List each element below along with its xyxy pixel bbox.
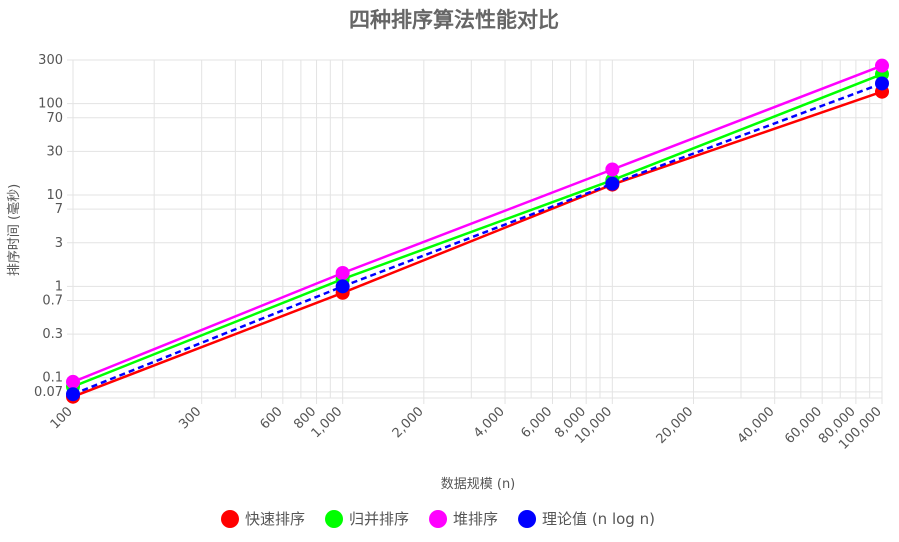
legend-label: 快速排序	[245, 510, 305, 528]
legend-item[interactable]: 堆排序	[429, 510, 498, 528]
legend-marker	[221, 510, 239, 528]
x-tick-label: 300	[176, 404, 204, 432]
x-tick-label: 2,000	[390, 404, 427, 441]
y-tick-label: 3	[55, 236, 63, 251]
series-归并排序	[66, 67, 889, 394]
y-tick-label: 1	[55, 279, 63, 294]
data-point	[335, 279, 350, 294]
x-tick-label: 40,000	[735, 404, 778, 447]
y-tick-label: 0.1	[42, 371, 63, 386]
series-快速排序	[66, 84, 889, 404]
series-line	[72, 64, 883, 384]
chart-title: 四种排序算法性能对比	[349, 8, 559, 32]
data-point	[875, 58, 889, 73]
y-tick-label: 0.3	[42, 327, 63, 342]
legend-label: 理论值 (n log n)	[542, 510, 655, 528]
data-point	[605, 162, 620, 177]
x-tick-label: 6,000	[518, 404, 555, 441]
legend-label: 归并排序	[349, 510, 409, 528]
series	[66, 58, 889, 404]
series-line	[72, 90, 883, 398]
y-tick-label: 70	[46, 111, 63, 126]
series-line	[72, 82, 883, 396]
y-tick-label: 7	[55, 202, 63, 217]
series-理论值 (n log n)	[66, 76, 889, 402]
y-tick-label: 10	[46, 188, 63, 203]
x-tick-label: 4,000	[471, 404, 508, 441]
data-point	[66, 387, 80, 402]
series-堆排序	[66, 58, 889, 389]
data-point	[335, 265, 350, 280]
legend[interactable]: 快速排序 归并排序 堆排序 理论值 (n log n)	[221, 510, 655, 528]
y-tick-label: 0.07	[34, 385, 63, 400]
series-line	[72, 73, 883, 388]
x-tick-label: 60,000	[782, 404, 825, 447]
y-tick-label: 100	[38, 97, 63, 112]
data-point	[875, 76, 889, 91]
x-tick-label: 100	[48, 404, 76, 432]
legend-item[interactable]: 快速排序	[221, 510, 305, 528]
x-tick-label: 20,000	[654, 404, 697, 447]
data-point	[605, 176, 620, 191]
legend-item[interactable]: 理论值 (n log n)	[518, 510, 655, 528]
legend-label: 堆排序	[453, 510, 498, 528]
legend-marker	[325, 510, 344, 528]
x-axis-title: 数据规模 (n)	[441, 477, 516, 492]
legend-marker	[429, 510, 448, 528]
legend-item[interactable]: 归并排序	[325, 510, 409, 528]
legend-marker	[518, 510, 537, 528]
y-axis-title: 排序时间 (毫秒)	[6, 184, 22, 276]
x-tick-label: 600	[258, 404, 286, 432]
y-tick-label: 30	[46, 144, 63, 159]
y-tick-label: 0.7	[42, 294, 63, 309]
data-point	[66, 374, 80, 389]
y-tick-label: 300	[38, 53, 63, 68]
